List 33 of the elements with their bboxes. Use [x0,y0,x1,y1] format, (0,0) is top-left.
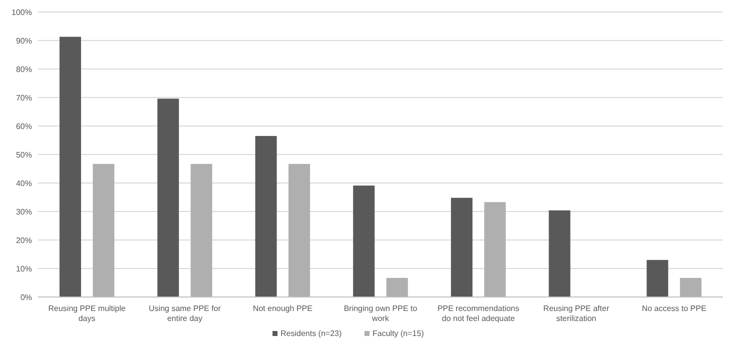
y-tick-label: 20% [16,236,32,245]
legend-label: Faculty (n=15) [372,329,424,338]
y-tick-label: 30% [16,207,32,216]
x-tick-label: Reusing PPE multiple days [48,304,126,323]
legend-label: Residents (n=23) [280,329,342,338]
bar [92,164,114,297]
bar [288,164,310,297]
bar [646,260,668,297]
x-tick-label: No access to PPE [642,304,706,313]
x-tick-label: Using same PPE for entire day [148,304,222,323]
bar [157,98,179,297]
y-tick-label: 60% [16,122,32,131]
bar [255,136,277,297]
x-tick-label: Not enough PPE [252,304,312,313]
bar [353,186,375,297]
bar [386,278,408,297]
y-tick-label: 90% [16,36,32,46]
y-tick-label: 100% [12,8,32,17]
bar [548,210,570,297]
x-tick-label: Reusing PPE after sterilization [543,304,610,323]
y-tick-label: 50% [16,150,32,160]
bar [190,164,212,297]
bar [680,278,702,297]
y-tick-label: 0% [20,292,32,302]
y-tick-label: 80% [16,64,32,74]
bar [60,36,82,297]
x-tick-label: PPE recommendations do not feel adequate [437,304,520,323]
y-tick-label: 40% [16,178,32,188]
x-tick-label: Bringing own PPE to work [344,304,418,323]
y-tick-label: 70% [16,93,32,102]
bar [484,202,506,297]
bar [450,198,472,297]
y-tick-label: 10% [16,264,32,274]
